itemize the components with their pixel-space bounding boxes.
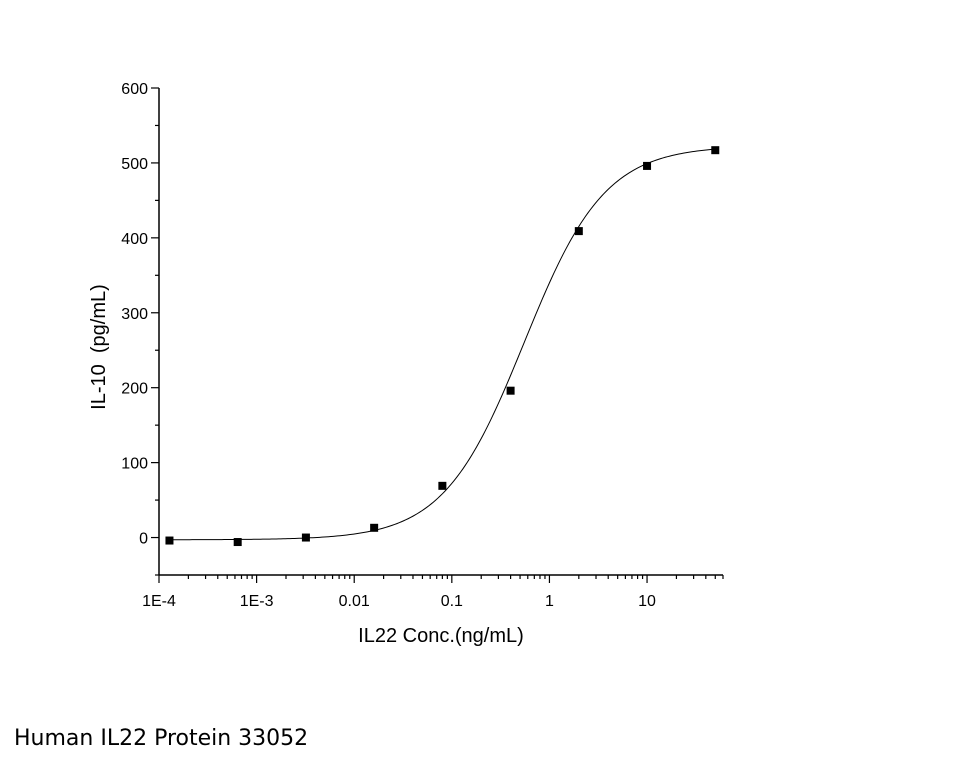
caption: Human IL22 Protein 33052 [14,726,309,751]
data-point [506,386,515,395]
y-tick-label: 0 [139,531,148,548]
y-axis-title: IL-10 (pg/mL) [88,284,110,410]
x-axis-title: IL22 Conc.(ng/mL) [358,625,524,647]
y-tick-label: 200 [121,381,148,398]
fit-curve-group [169,148,716,541]
x-tick-label: 1 [545,593,554,610]
x-tick-label: 1E-3 [240,593,274,610]
y-tick-label: 500 [121,156,148,173]
y-tick-label: 100 [121,456,148,473]
data-point [370,523,379,532]
x-tick-label: 10 [638,593,656,610]
data-points [165,146,720,547]
x-tick-label: 1E-4 [142,593,176,610]
data-point [574,227,583,236]
data-point [438,481,447,490]
axes: 0 100 200 300 400 500 600 1E-4 1E-3 0.01 0.1 1 10 [121,81,724,610]
data-point [233,538,242,547]
y-tick-label: 400 [121,231,148,248]
x-tick-label: 0.1 [441,593,463,610]
y-tick-label: 600 [121,81,148,98]
data-point [165,536,174,545]
data-point [643,161,652,170]
fit-curve [169,148,716,541]
data-point [711,146,720,155]
x-tick-label: 0.01 [339,593,370,610]
data-point [301,533,310,542]
y-tick-label: 300 [121,306,148,323]
